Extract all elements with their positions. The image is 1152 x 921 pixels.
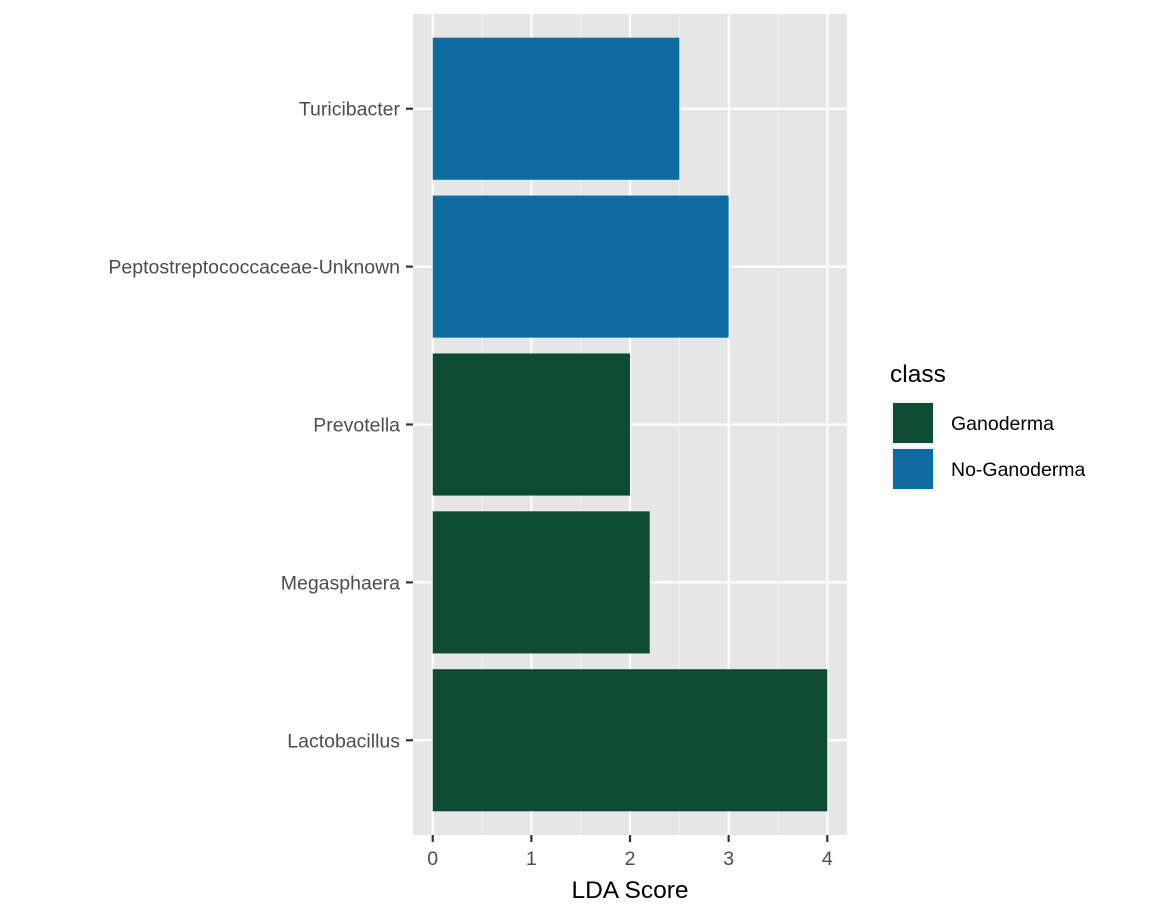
legend-label: No-Ganoderma — [951, 459, 1086, 481]
legend-entries: Ganoderma No-Ganoderma — [891, 401, 1086, 491]
legend-title: class — [890, 361, 946, 388]
y-tick-label: Prevotella — [313, 415, 400, 437]
y-axis: Turicibacter Peptostreptococcaceae-Unknow… — [108, 99, 413, 752]
y-tick-label: Lactobacillus — [287, 730, 400, 752]
bar-lactobacillus — [432, 669, 828, 812]
bar-megasphaera — [432, 511, 650, 654]
x-tick-label: 4 — [822, 848, 833, 870]
x-tick-label: 3 — [723, 848, 734, 870]
x-axis-title: LDA Score — [571, 877, 688, 904]
x-tick-label: 1 — [526, 848, 537, 870]
y-tick-label: Turicibacter — [299, 99, 401, 121]
y-tick-label: Megasphaera — [281, 572, 400, 594]
legend: class Ganoderma No-Ganoderma — [890, 361, 1086, 491]
x-axis: 0 1 2 3 4 — [427, 835, 833, 870]
y-tick-label: Peptostreptococcaceae-Unknown — [108, 257, 400, 279]
bar-prevotella — [432, 353, 630, 496]
x-tick-label: 2 — [625, 848, 636, 870]
bar-turicibacter — [432, 37, 680, 180]
bar-peptostreptococcaceae-unknown — [432, 195, 729, 338]
bars — [432, 37, 828, 812]
x-tick-label: 0 — [427, 848, 438, 870]
legend-swatch — [893, 449, 933, 489]
legend-swatch — [893, 403, 933, 443]
legend-label: Ganoderma — [951, 413, 1054, 435]
